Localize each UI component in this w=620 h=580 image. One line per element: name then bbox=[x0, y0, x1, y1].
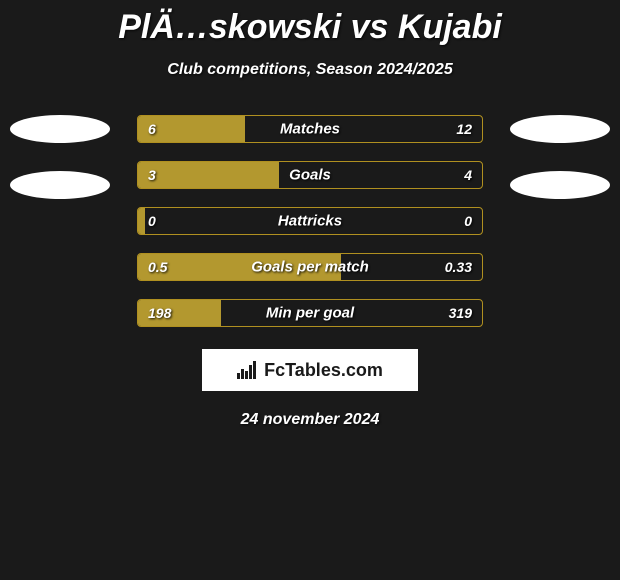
stat-bar-fill bbox=[138, 162, 279, 188]
stat-bar: 3 Goals 4 bbox=[137, 161, 483, 189]
stat-label: Goals bbox=[289, 167, 331, 184]
comparison-bars: 6 Matches 12 3 Goals 4 0 Hattricks 0 0.5 Goals per… bbox=[137, 115, 483, 327]
stat-label: Min per goal bbox=[266, 305, 354, 322]
team-logo-placeholder bbox=[10, 115, 110, 143]
page-title: PlÄ…skowski vs Kujabi bbox=[0, 8, 620, 47]
date-label: 24 november 2024 bbox=[0, 411, 620, 429]
comparison-infographic: PlÄ…skowski vs Kujabi Club competitions,… bbox=[0, 0, 620, 429]
team-logos-left bbox=[10, 115, 110, 199]
team-logos-right bbox=[510, 115, 610, 199]
stat-value-right: 319 bbox=[449, 305, 472, 321]
stat-value-right: 0.33 bbox=[445, 259, 472, 275]
stat-bar: 6 Matches 12 bbox=[137, 115, 483, 143]
branding-badge: FcTables.com bbox=[202, 349, 418, 391]
stat-bar: 0.5 Goals per match 0.33 bbox=[137, 253, 483, 281]
team-logo-placeholder bbox=[510, 115, 610, 143]
stat-value-left: 6 bbox=[148, 121, 156, 137]
stat-label: Hattricks bbox=[278, 213, 342, 230]
team-logo-placeholder bbox=[10, 171, 110, 199]
stat-value-right: 0 bbox=[464, 213, 472, 229]
stat-value-left: 198 bbox=[148, 305, 171, 321]
team-logo-placeholder bbox=[510, 171, 610, 199]
stat-bar-fill bbox=[138, 208, 145, 234]
stat-label: Goals per match bbox=[251, 259, 369, 276]
chart-icon bbox=[237, 361, 256, 379]
stat-bar: 198 Min per goal 319 bbox=[137, 299, 483, 327]
stat-value-right: 4 bbox=[464, 167, 472, 183]
stat-value-left: 0 bbox=[148, 213, 156, 229]
stat-label: Matches bbox=[280, 121, 340, 138]
subtitle: Club competitions, Season 2024/2025 bbox=[0, 61, 620, 79]
stat-value-left: 0.5 bbox=[148, 259, 167, 275]
stat-bar: 0 Hattricks 0 bbox=[137, 207, 483, 235]
branding-text: FcTables.com bbox=[264, 360, 383, 381]
chart-area: 6 Matches 12 3 Goals 4 0 Hattricks 0 0.5 Goals per… bbox=[0, 115, 620, 327]
stat-value-left: 3 bbox=[148, 167, 156, 183]
stat-value-right: 12 bbox=[456, 121, 472, 137]
